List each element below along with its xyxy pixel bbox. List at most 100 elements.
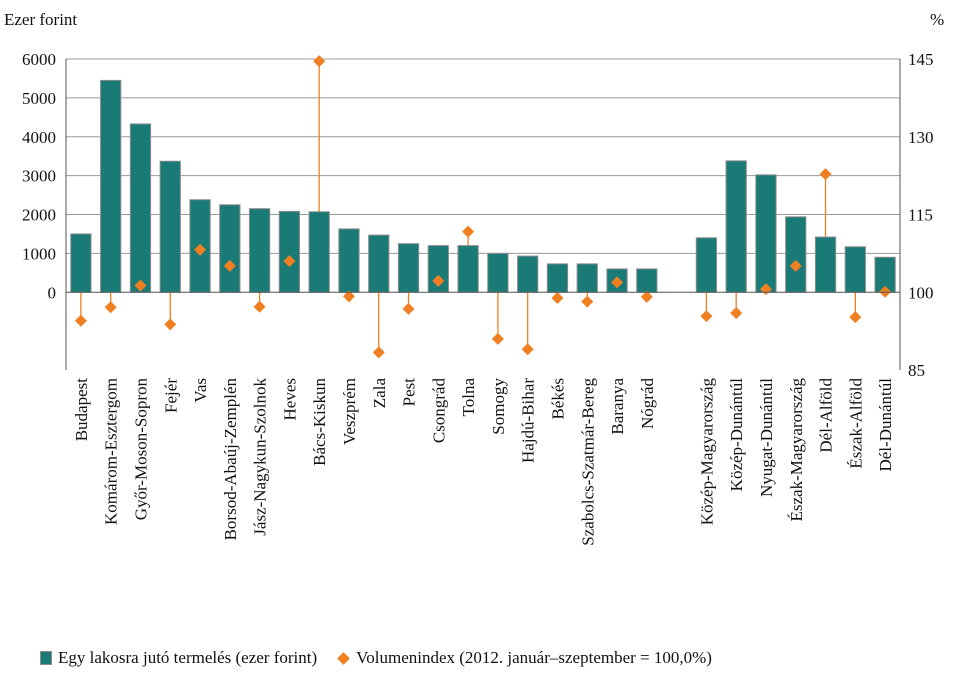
category-label: Hajdú-Bihar	[519, 378, 538, 463]
index-marker	[521, 343, 534, 356]
left-tick-label: 4000	[22, 128, 56, 147]
category-label: Dél-Dunántúl	[876, 378, 895, 472]
index-marker	[462, 225, 475, 238]
bar	[397, 243, 420, 293]
bar	[487, 252, 509, 293]
bar	[725, 160, 747, 293]
left-tick-label: 1000	[22, 244, 56, 263]
bar	[70, 233, 92, 293]
index-marker	[342, 290, 355, 303]
category-label: Fejér	[161, 378, 180, 413]
index-marker	[194, 243, 207, 256]
bar	[755, 174, 777, 293]
left-tick-label: 0	[48, 283, 57, 302]
category-label: Pest	[400, 378, 419, 407]
bar	[338, 228, 360, 293]
category-label: Vas	[191, 378, 210, 403]
category-labels: Budapest Komárom-Esztergom Győr-Moson-Sopr…	[72, 378, 895, 546]
category-label: Észak-Alföld	[846, 378, 865, 469]
bar	[844, 246, 866, 293]
legend-bar-swatch	[40, 651, 52, 665]
category-label: Közép-Magyarország	[697, 378, 716, 526]
index-marker	[700, 310, 713, 323]
bar	[278, 210, 301, 293]
category-label: Közép-Dunántúl	[727, 378, 746, 492]
category-label: Nyugat-Dunántúl	[757, 378, 776, 497]
right-tick-label: 130	[908, 128, 934, 147]
right-tick-label: 100	[908, 283, 934, 302]
bar	[636, 268, 658, 293]
index-markers	[74, 55, 892, 359]
left-tick-label: 6000	[22, 50, 56, 69]
category-label: Jász-Nagykun-Szolnok	[251, 378, 270, 536]
left-tick-label: 2000	[22, 206, 56, 225]
index-marker	[372, 346, 385, 359]
category-label: Dél-Alföld	[817, 378, 836, 453]
index-marker	[164, 318, 177, 331]
index-marker	[789, 259, 802, 272]
legend-diamond-label: Volumenindex (2012. január–szeptember = …	[356, 648, 712, 667]
bars	[70, 79, 896, 293]
category-label: Zala	[370, 378, 389, 409]
bar	[785, 216, 807, 293]
index-marker	[283, 255, 296, 268]
category-label: Veszprém	[340, 378, 359, 445]
category-label: Borsod-Abaúj-Zemplén	[221, 378, 240, 541]
index-marker	[402, 302, 415, 315]
bar	[159, 160, 181, 293]
index-marker	[491, 332, 504, 345]
category-label: Csongrád	[429, 378, 448, 444]
category-label: Komárom-Esztergom	[102, 378, 121, 525]
index-marker	[581, 295, 594, 308]
category-label: Észak-Magyarország	[787, 378, 806, 522]
category-label: Békés	[548, 378, 567, 420]
category-label: Tolna	[459, 378, 478, 417]
left-axis-title: Ezer forint	[4, 10, 77, 29]
right-axis-title: %	[930, 10, 944, 29]
bar	[457, 245, 479, 293]
bar	[129, 123, 152, 293]
index-marker	[819, 168, 832, 181]
left-axis-ticks: 0 1000 2000 3000 4000 5000 6000	[22, 50, 56, 302]
bar	[695, 237, 718, 293]
bar	[814, 236, 837, 293]
index-marker	[730, 306, 743, 319]
category-label: Nógrád	[638, 378, 657, 429]
category-label: Győr-Moson-Sopron	[131, 378, 150, 521]
index-marker	[104, 301, 117, 314]
bar	[219, 204, 241, 293]
left-tick-label: 5000	[22, 89, 56, 108]
index-marker	[134, 279, 147, 292]
bar	[368, 234, 390, 293]
bar	[546, 263, 569, 293]
right-tick-label: 85	[908, 361, 925, 380]
category-label: Szabolcs-Szatmár-Bereg	[578, 378, 597, 546]
index-marker	[432, 274, 445, 287]
index-marker	[74, 314, 87, 327]
category-label: Heves	[280, 378, 299, 420]
index-marker	[611, 276, 624, 289]
right-axis-ticks: 85 100 115 130 145	[908, 50, 934, 380]
legend-bar-label: Egy lakosra jutó termelés (ezer forint)	[58, 648, 318, 667]
bar	[576, 263, 598, 293]
index-marker	[253, 300, 266, 313]
bar	[308, 211, 330, 293]
index-marker	[849, 311, 862, 324]
right-tick-label: 115	[908, 206, 933, 225]
index-marker	[223, 259, 236, 272]
bar	[248, 208, 271, 293]
legend: Egy lakosra jutó termelés (ezer forint) …	[40, 648, 712, 668]
index-marker	[313, 55, 326, 68]
category-label: Bács-Kiskun	[310, 378, 329, 466]
category-label: Baranya	[608, 378, 627, 435]
category-label: Budapest	[72, 378, 91, 442]
category-label: Somogy	[489, 378, 508, 435]
index-marker	[640, 290, 653, 303]
index-marker	[551, 291, 564, 304]
left-tick-label: 3000	[22, 167, 56, 186]
right-tick-label: 145	[908, 50, 934, 69]
legend-diamond-swatch	[337, 651, 351, 665]
bar	[100, 79, 122, 293]
bar	[517, 255, 539, 293]
